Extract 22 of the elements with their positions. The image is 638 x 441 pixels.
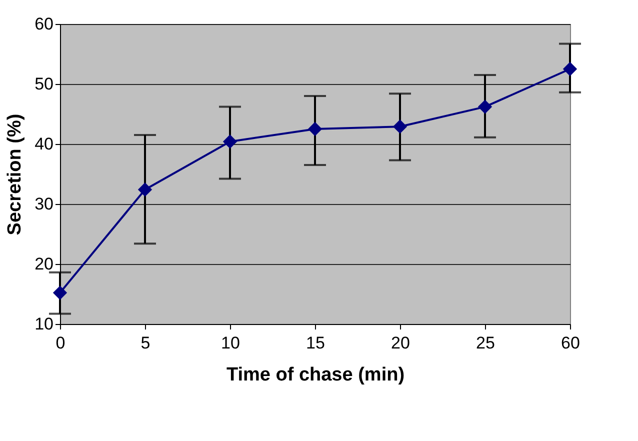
x-tick-label: 25 [476, 334, 495, 352]
y-tick-label: 30 [34, 194, 54, 214]
y-tick-label: 50 [34, 74, 54, 94]
x-tick-label: 15 [306, 334, 325, 352]
y-tick-label: 40 [34, 134, 54, 154]
x-tick-label: 0 [56, 334, 66, 352]
point [308, 122, 322, 136]
point [392, 120, 408, 134]
x-axis-title: Time of chase (min) [226, 364, 405, 386]
x-tick-label: 10 [221, 334, 240, 352]
x-tick-label: 60 [561, 334, 580, 352]
point [478, 100, 492, 114]
y-tick-label: 20 [34, 254, 54, 274]
x-tick-label: 20 [391, 334, 410, 352]
x-tick-label: 5 [140, 334, 150, 352]
y-tick-label: 60 [34, 14, 54, 34]
point [562, 62, 578, 76]
point [52, 286, 68, 300]
point [222, 134, 238, 149]
point [138, 182, 152, 197]
y-tick-label: 10 [34, 314, 54, 334]
y-axis-title: Secretion (%) [4, 114, 26, 236]
